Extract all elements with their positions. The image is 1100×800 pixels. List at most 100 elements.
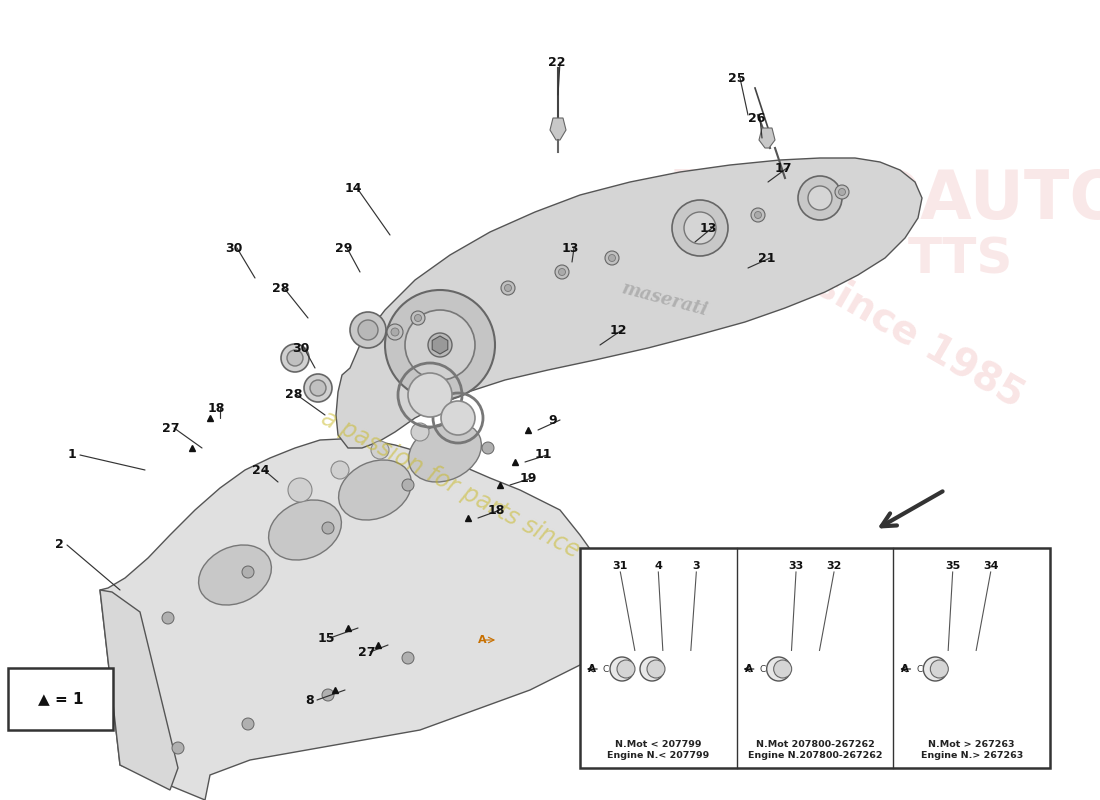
Text: 8: 8: [305, 694, 314, 706]
Polygon shape: [100, 438, 630, 800]
Circle shape: [172, 742, 184, 754]
Text: 21: 21: [758, 251, 776, 265]
Circle shape: [617, 660, 635, 678]
Text: maserati: maserati: [620, 280, 711, 320]
Circle shape: [931, 660, 948, 678]
Text: N.Mot < 207799
Engine N.< 207799: N.Mot < 207799 Engine N.< 207799: [607, 739, 710, 760]
Text: 15: 15: [318, 631, 336, 645]
Circle shape: [242, 566, 254, 578]
Circle shape: [751, 208, 764, 222]
Circle shape: [288, 478, 312, 502]
Circle shape: [390, 328, 399, 336]
Ellipse shape: [199, 545, 272, 605]
Circle shape: [835, 185, 849, 199]
Text: 19: 19: [520, 471, 538, 485]
Text: A: A: [588, 664, 596, 674]
Circle shape: [672, 200, 728, 256]
Text: N.Mot 207800-267262
Engine N.207800-267262: N.Mot 207800-267262 Engine N.207800-2672…: [748, 739, 882, 760]
Text: 31: 31: [613, 561, 628, 571]
Text: 25: 25: [728, 71, 746, 85]
Text: 27: 27: [358, 646, 375, 658]
Polygon shape: [580, 548, 1050, 768]
Text: A: A: [745, 664, 752, 674]
Circle shape: [322, 522, 334, 534]
Circle shape: [350, 312, 386, 348]
Polygon shape: [100, 590, 178, 790]
Circle shape: [838, 189, 846, 195]
Text: since 1985: since 1985: [808, 265, 1032, 415]
Circle shape: [162, 612, 174, 624]
Text: 4: 4: [654, 561, 662, 571]
Text: N.Mot > 267263
Engine N.> 267263: N.Mot > 267263 Engine N.> 267263: [921, 739, 1023, 760]
Circle shape: [608, 254, 616, 262]
Circle shape: [304, 374, 332, 402]
Circle shape: [500, 281, 515, 295]
Circle shape: [556, 265, 569, 279]
Circle shape: [371, 441, 389, 459]
Circle shape: [798, 176, 842, 220]
Text: 13: 13: [700, 222, 717, 234]
Text: 30: 30: [226, 242, 242, 254]
Text: C: C: [603, 665, 609, 674]
Text: 1: 1: [68, 449, 77, 462]
Polygon shape: [432, 336, 448, 354]
Circle shape: [310, 380, 326, 396]
Circle shape: [242, 718, 254, 730]
Text: 18: 18: [208, 402, 226, 414]
Text: a passion for parts since 1985: a passion for parts since 1985: [317, 406, 644, 594]
Circle shape: [441, 401, 475, 435]
Circle shape: [755, 211, 761, 218]
Ellipse shape: [408, 422, 482, 482]
Text: TUTTOAUTO: TUTTOAUTO: [673, 167, 1100, 233]
Text: 34: 34: [983, 561, 999, 571]
Circle shape: [322, 689, 334, 701]
Circle shape: [428, 333, 452, 357]
Circle shape: [415, 314, 421, 322]
Circle shape: [923, 657, 947, 681]
Text: 33: 33: [789, 561, 804, 571]
Text: 18: 18: [488, 503, 505, 517]
Text: 13: 13: [562, 242, 580, 254]
Text: 29: 29: [336, 242, 352, 254]
Text: 27: 27: [162, 422, 179, 434]
Polygon shape: [550, 118, 566, 140]
Circle shape: [358, 320, 378, 340]
Circle shape: [647, 660, 666, 678]
Text: 3: 3: [693, 561, 700, 571]
Circle shape: [684, 212, 716, 244]
Circle shape: [640, 657, 664, 681]
Circle shape: [605, 251, 619, 265]
Text: 24: 24: [252, 463, 270, 477]
Circle shape: [773, 660, 792, 678]
Text: 2: 2: [55, 538, 64, 551]
Circle shape: [808, 186, 832, 210]
Circle shape: [610, 657, 634, 681]
Circle shape: [402, 479, 414, 491]
Polygon shape: [759, 128, 775, 148]
Text: 30: 30: [292, 342, 309, 354]
Text: TTS: TTS: [908, 236, 1013, 284]
Circle shape: [559, 269, 565, 275]
Polygon shape: [8, 668, 113, 730]
Circle shape: [767, 657, 791, 681]
Text: 35: 35: [945, 561, 960, 571]
Text: 11: 11: [535, 449, 552, 462]
Text: 26: 26: [748, 111, 766, 125]
Text: C: C: [759, 665, 766, 674]
Text: 14: 14: [345, 182, 363, 194]
Text: 12: 12: [610, 323, 627, 337]
Circle shape: [482, 442, 494, 454]
Circle shape: [411, 423, 429, 441]
Circle shape: [505, 285, 512, 291]
Circle shape: [385, 290, 495, 400]
Text: C: C: [916, 665, 923, 674]
Text: ▲ = 1: ▲ = 1: [37, 691, 84, 706]
Ellipse shape: [268, 500, 341, 560]
Circle shape: [408, 373, 452, 417]
Circle shape: [387, 324, 403, 340]
Text: 32: 32: [826, 561, 842, 571]
Ellipse shape: [339, 460, 411, 520]
Circle shape: [411, 311, 425, 325]
Text: 28: 28: [285, 389, 303, 402]
Text: 17: 17: [776, 162, 792, 174]
